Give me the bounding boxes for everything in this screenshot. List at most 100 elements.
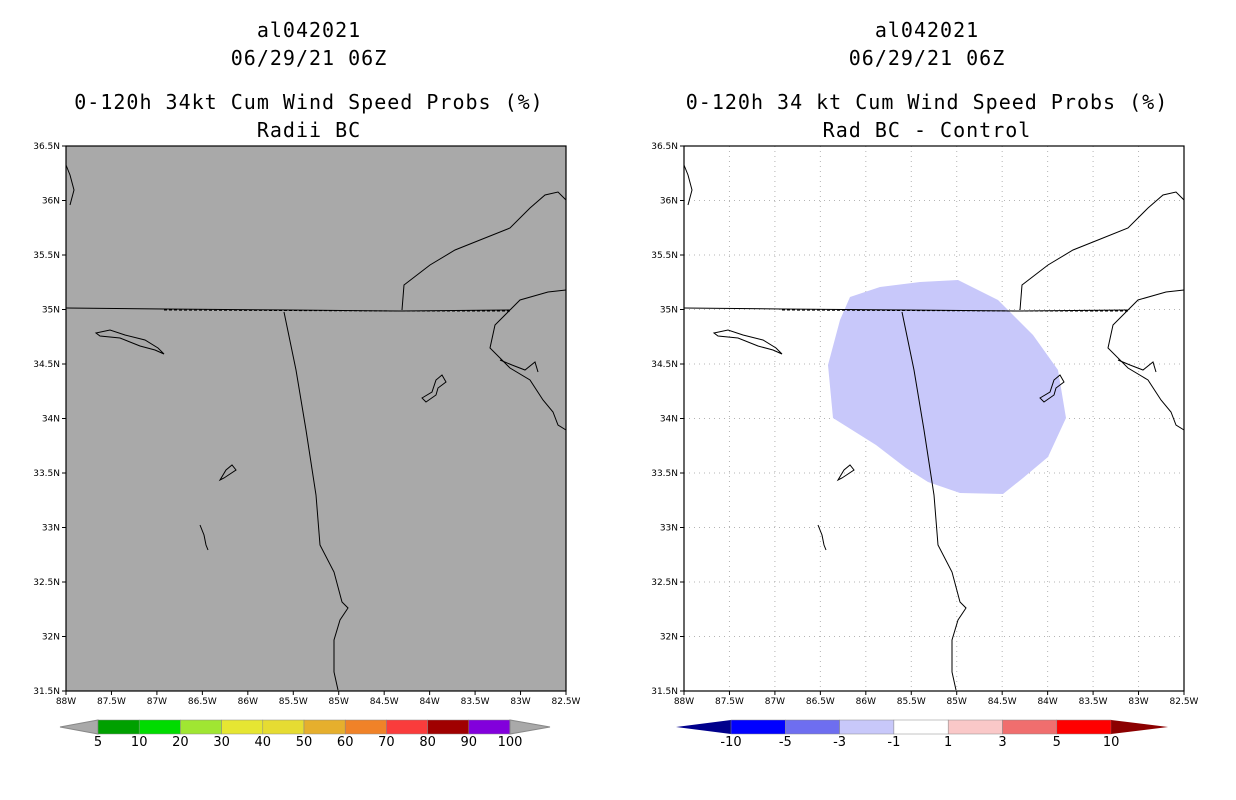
storm-id: al042021 xyxy=(256,18,362,42)
map-plot: 36.5N 36N 35.5N 35N 34.5N 34N 33.5N 33N 32.5N 32N… xyxy=(33,142,580,707)
colorbar-label: 20 xyxy=(172,735,189,750)
state-border-nc-sc xyxy=(1127,289,1185,311)
colorbar-label: 100 xyxy=(498,735,523,750)
product-title: 0-120h 34kt Cum Wind Speed Probs (%) xyxy=(74,90,544,114)
colorbar-label: 80 xyxy=(419,735,436,750)
lat-tick-label: 35N xyxy=(660,306,678,316)
storm-id: al042021 xyxy=(874,18,980,42)
shaded-region-minus1-minus3 xyxy=(828,280,1066,494)
lat-tick-label: 36N xyxy=(660,197,678,207)
lon-tick-label: 85.5W xyxy=(897,697,926,707)
lon-tick-label: 87.5W xyxy=(715,697,744,707)
coast-ga-sc xyxy=(489,309,567,431)
lat-tick-label: 35N xyxy=(42,306,60,316)
forecast-datetime: 06/29/21 06Z xyxy=(230,46,388,70)
lake-martin xyxy=(199,524,209,551)
lake-hartwell xyxy=(421,374,447,403)
lon-tick-label: 85.5W xyxy=(279,697,308,707)
panel-subtitle: Rad BC - Control xyxy=(822,118,1032,142)
lon-tick-label: 83.5W xyxy=(1079,697,1108,707)
boundaries xyxy=(683,164,1185,691)
colorbar-box xyxy=(262,719,305,735)
colorbar-box xyxy=(386,719,428,735)
colorbar-end-high xyxy=(509,719,551,735)
lat-tick-label: 34.5N xyxy=(651,360,678,370)
lat-tick-label: 34N xyxy=(660,415,678,425)
colorbar-box xyxy=(180,719,222,735)
colorbar-box xyxy=(1056,719,1112,735)
map-plot: 36.5N 36N 35.5N 35N 34.5N 34N 33.5N 33N 32.5N 32N… xyxy=(651,142,1199,707)
state-border-tn xyxy=(683,307,1129,312)
lon-tick-label: 87W xyxy=(147,697,167,707)
colorbar-end-low xyxy=(676,720,731,734)
colorbar-label: -1 xyxy=(887,735,900,750)
lat-tick-label: 33N xyxy=(660,524,678,534)
panel-radii-bc: al042021 06/29/21 06Z 0-120h 34kt Cum Wi… xyxy=(33,18,580,750)
colorbar-box xyxy=(839,719,895,735)
colorbar: -10 -5 -3 -1 1 3 5 10 xyxy=(676,719,1169,750)
colorbar-box xyxy=(468,719,511,735)
lake-guntersville xyxy=(712,329,783,355)
state-border-al-ga xyxy=(283,311,349,691)
lake-weiss xyxy=(218,464,237,482)
lon-tick-label: 82.5W xyxy=(1170,697,1199,707)
colorbar-end-low xyxy=(59,719,99,735)
colorbar-label: -5 xyxy=(779,735,792,750)
lon-tick-label: 83W xyxy=(1128,697,1148,707)
lat-tick-label: 33.5N xyxy=(651,469,678,479)
lat-tick-label: 36.5N xyxy=(33,142,60,152)
lake-guntersville xyxy=(94,329,165,355)
lat-tick-label: 35.5N xyxy=(651,251,678,261)
lon-tick-label: 83.5W xyxy=(461,697,490,707)
lon-tick-label: 86W xyxy=(238,697,258,707)
colorbar-end-high xyxy=(1111,720,1169,734)
lat-tick-label: 34N xyxy=(42,415,60,425)
panel-rad-bc-control: al042021 06/29/21 06Z 0-120h 34 kt Cum W… xyxy=(618,0,1236,800)
lat-tick-label: 31.5N xyxy=(651,687,678,697)
colorbar-box xyxy=(1002,719,1058,735)
colorbar-label: 30 xyxy=(213,735,230,750)
lon-tick-label: 84W xyxy=(419,697,439,707)
river-ky xyxy=(683,164,693,206)
lat-tick-label: 35.5N xyxy=(33,251,60,261)
colorbar-box xyxy=(893,719,949,735)
lon-tick-label: 86W xyxy=(856,697,876,707)
lake-lanier xyxy=(1117,359,1157,373)
map-background xyxy=(66,146,566,691)
lat-tick-label: 32.5N xyxy=(651,578,678,588)
colorbar-label: -10 xyxy=(720,735,741,750)
state-border-nc-tn xyxy=(1019,191,1185,311)
lon-tick-label: 84W xyxy=(1037,697,1057,707)
lon-tick-label: 85W xyxy=(947,697,967,707)
colorbar-label: 3 xyxy=(998,735,1006,750)
lon-tick-label: 88W xyxy=(56,697,76,707)
lat-tick-label: 32.5N xyxy=(33,578,60,588)
colorbar-label: 10 xyxy=(131,735,148,750)
lon-tick-label: 86.5W xyxy=(806,697,835,707)
lon-tick-label: 87.5W xyxy=(97,697,126,707)
colorbar-box xyxy=(221,719,264,735)
colorbar-label: 90 xyxy=(461,735,478,750)
lon-tick-label: 83W xyxy=(510,697,530,707)
lat-tick-label: 32N xyxy=(42,633,60,643)
forecast-datetime: 06/29/21 06Z xyxy=(848,46,1006,70)
colorbar-box xyxy=(785,719,840,735)
lat-tick-label: 36.5N xyxy=(651,142,678,152)
lake-martin xyxy=(817,524,827,551)
colorbar-label: 5 xyxy=(1053,735,1061,750)
lat-tick-label: 33.5N xyxy=(33,469,60,479)
lat-tick-label: 32N xyxy=(660,633,678,643)
colorbar-label: 70 xyxy=(378,735,395,750)
lon-tick-label: 84.5W xyxy=(370,697,399,707)
colorbar-box xyxy=(138,719,181,735)
panel-subtitle: Radii BC xyxy=(256,118,362,142)
lon-tick-label: 87W xyxy=(765,697,785,707)
state-border-nc-sc xyxy=(509,289,567,311)
colorbar-box xyxy=(947,719,1003,735)
lake-lanier xyxy=(499,359,539,373)
state-border-nc-tn xyxy=(401,191,567,311)
river-ky xyxy=(65,164,75,206)
product-title: 0-120h 34 kt Cum Wind Speed Probs (%) xyxy=(685,90,1169,114)
lon-tick-label: 85W xyxy=(329,697,349,707)
colorbar-label: 60 xyxy=(337,735,354,750)
